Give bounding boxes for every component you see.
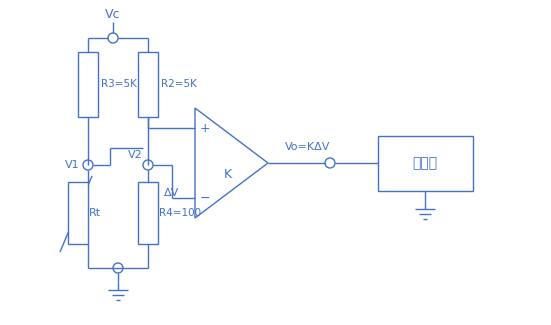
Bar: [138, 182, 158, 244]
Text: R4=100: R4=100: [159, 208, 201, 218]
Text: V1: V1: [66, 160, 80, 170]
Bar: [138, 52, 158, 117]
Bar: [378, 136, 473, 191]
Bar: [68, 182, 88, 244]
Text: −: −: [200, 191, 210, 204]
Text: Vc: Vc: [105, 8, 121, 21]
Text: R3=5K: R3=5K: [101, 79, 137, 89]
Text: +: +: [200, 122, 210, 135]
Text: Vo=KΔV: Vo=KΔV: [285, 142, 331, 152]
Text: R2=5K: R2=5K: [161, 79, 197, 89]
Text: ΔV: ΔV: [164, 188, 180, 198]
Bar: [78, 52, 98, 117]
Text: Rt: Rt: [89, 208, 101, 218]
Text: V2: V2: [128, 150, 143, 160]
Text: 电压表: 电压表: [413, 156, 437, 170]
Text: K: K: [224, 168, 232, 181]
